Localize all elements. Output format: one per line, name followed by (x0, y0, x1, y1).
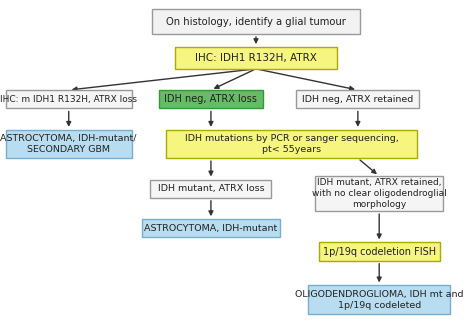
Text: On histology, identify a glial tumour: On histology, identify a glial tumour (166, 17, 346, 26)
FancyBboxPatch shape (166, 130, 417, 158)
Text: IDH mutant, ATRX retained,
with no clear oligodendroglial
morphology: IDH mutant, ATRX retained, with no clear… (312, 178, 447, 209)
FancyBboxPatch shape (152, 9, 360, 34)
FancyBboxPatch shape (175, 47, 337, 69)
FancyBboxPatch shape (319, 242, 440, 261)
FancyBboxPatch shape (315, 176, 443, 211)
Text: IHC: m IDH1 R132H, ATRX loss: IHC: m IDH1 R132H, ATRX loss (0, 95, 137, 104)
Text: 1p/19q codeletion FISH: 1p/19q codeletion FISH (323, 247, 436, 257)
FancyBboxPatch shape (308, 285, 450, 314)
FancyBboxPatch shape (159, 90, 263, 109)
FancyBboxPatch shape (142, 219, 280, 238)
FancyBboxPatch shape (6, 90, 131, 109)
Text: IDH neg, ATRX loss: IDH neg, ATRX loss (164, 94, 257, 104)
Text: IDH neg, ATRX retained: IDH neg, ATRX retained (302, 95, 413, 104)
FancyBboxPatch shape (296, 90, 419, 109)
FancyBboxPatch shape (6, 130, 131, 158)
Text: IDH mutant, ATRX loss: IDH mutant, ATRX loss (158, 184, 264, 193)
Text: IHC: IDH1 R132H, ATRX: IHC: IDH1 R132H, ATRX (195, 53, 317, 63)
Text: IDH mutations by PCR or sanger sequencing,
pt< 55years: IDH mutations by PCR or sanger sequencin… (185, 134, 398, 154)
FancyBboxPatch shape (151, 180, 271, 198)
Text: ASTROCYTOMA, IDH-mutant: ASTROCYTOMA, IDH-mutant (144, 224, 278, 233)
Text: OLIGODENDROGLIOMA, IDH mt and
1p/19q codeleted: OLIGODENDROGLIOMA, IDH mt and 1p/19q cod… (295, 290, 464, 309)
Text: ASTROCYTOMA, IDH-mutant/
SECONDARY GBM: ASTROCYTOMA, IDH-mutant/ SECONDARY GBM (0, 134, 137, 154)
